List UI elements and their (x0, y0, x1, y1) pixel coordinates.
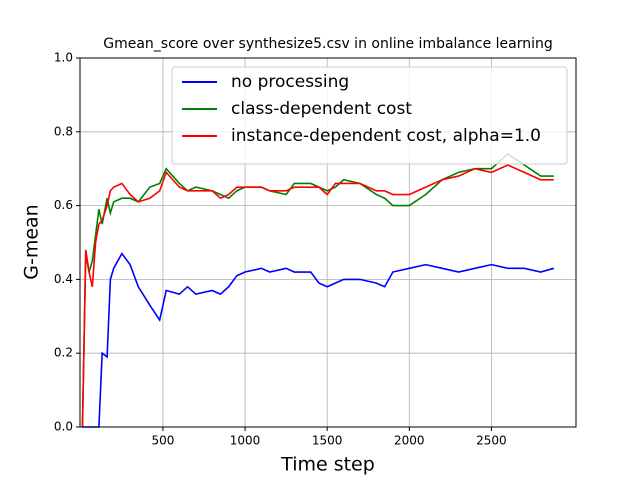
x-tick-label: 500 (151, 434, 174, 448)
y-tick-label: 0.4 (54, 272, 73, 286)
y-axis-label: G-mean (21, 204, 43, 279)
chart-title: Gmean_score over synthesize5.csv in onli… (103, 36, 553, 52)
x-tick-label: 1000 (230, 434, 261, 448)
x-axis-label: Time step (280, 454, 375, 476)
legend-label: no processing (231, 72, 349, 92)
legend-box (171, 66, 568, 165)
x-tick-label: 2000 (394, 434, 425, 448)
legend-label: class-dependent cost (231, 99, 412, 119)
y-tick-label: 0.2 (54, 346, 73, 360)
y-tick-label: 0.8 (54, 124, 73, 138)
data-line (81, 164, 554, 428)
y-tick-label: 1.0 (54, 51, 73, 65)
y-tick-label: 0.6 (54, 198, 73, 212)
plot-frame (79, 57, 577, 428)
x-tick-label: 1500 (312, 434, 343, 448)
y-tick-label: 0.0 (54, 420, 73, 434)
data-line (82, 252, 555, 428)
legend-label: instance-dependent cost, alpha=1.0 (231, 126, 541, 146)
x-tick-label: 2500 (476, 434, 507, 448)
